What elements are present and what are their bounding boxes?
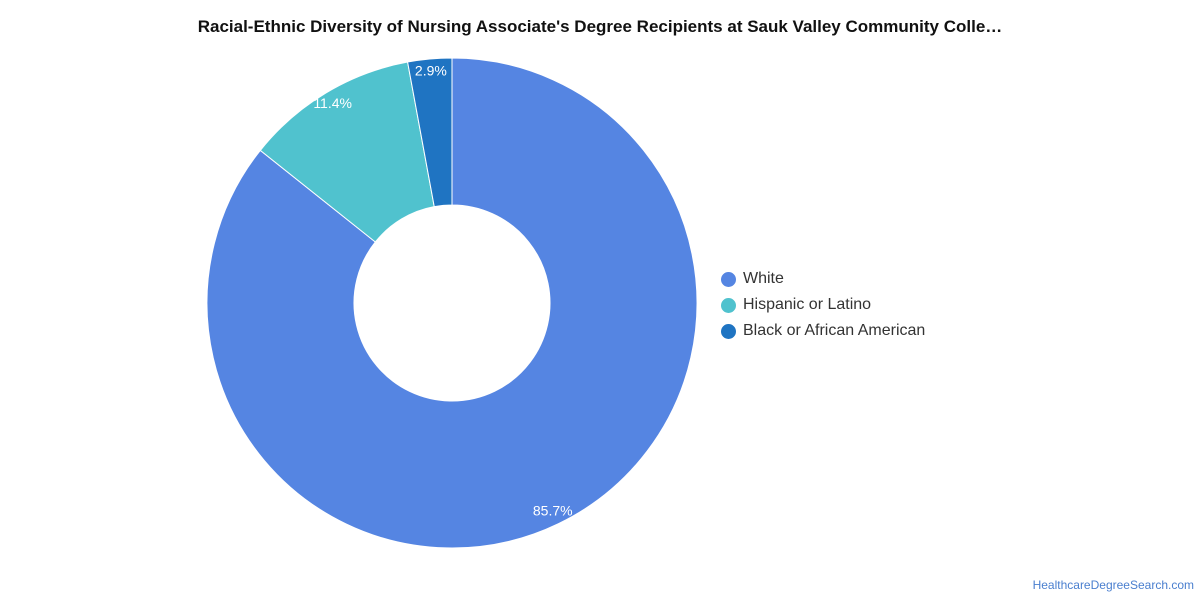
legend-label-hispanic-or-latino: Hispanic or Latino [743, 296, 872, 313]
legend-swatch-hispanic-or-latino [721, 297, 736, 313]
source-link[interactable]: HealthcareDegreeSearch.com [1032, 578, 1194, 592]
legend-swatch-black-or-african-american [721, 323, 736, 339]
chart-title: Racial-Ethnic Diversity of Nursing Assoc… [197, 17, 1003, 36]
legend-swatch-white [721, 271, 736, 287]
slice-labels-group: 85.7% 11.4% 2.9% [313, 63, 572, 519]
slices-group [206, 57, 698, 549]
slice-hispanic-or-latino[interactable] [259, 61, 435, 243]
legend-label-black-or-african-american: Black or African American [743, 322, 926, 339]
slice-label-black-or-african-american: 2.9% [415, 63, 447, 79]
legend: White Hispanic or Latino Black or Africa… [721, 266, 925, 344]
slice-black-or-african-american[interactable] [407, 57, 453, 208]
legend-item-black-or-african-american[interactable]: Black or African American [721, 318, 925, 344]
slice-label-hispanic-or-latino: 11.4% [313, 95, 352, 111]
slice-label-white: 85.7% [533, 503, 573, 519]
legend-label-white: White [743, 270, 784, 287]
slice-white[interactable] [206, 57, 698, 549]
legend-item-hispanic-or-latino[interactable]: Hispanic or Latino [721, 292, 925, 318]
legend-item-white[interactable]: White [721, 266, 925, 292]
